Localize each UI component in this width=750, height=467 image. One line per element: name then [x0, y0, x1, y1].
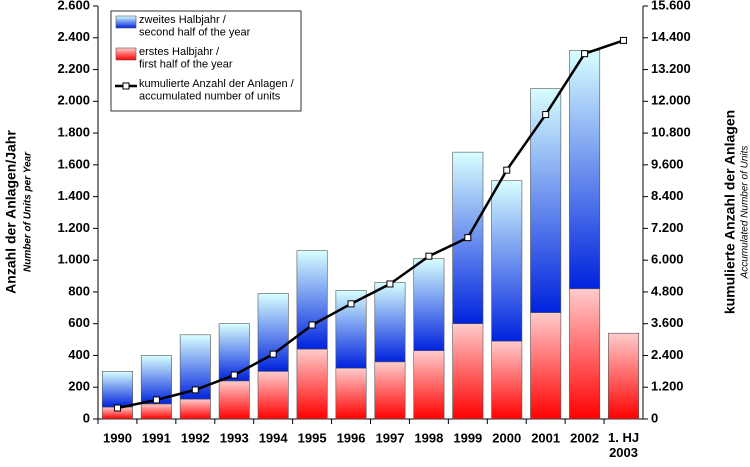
bar — [569, 50, 601, 290]
line-marker — [152, 396, 160, 404]
x-tick-label: 1996 — [337, 430, 366, 445]
y-tick-label: 1.800 — [57, 125, 90, 140]
y-tick-label: 0 — [83, 410, 90, 425]
y2-tick-label: 6.000 — [651, 252, 684, 267]
bar — [413, 258, 445, 351]
x-tick-label: 1. HJ 2003 — [608, 430, 639, 460]
bar — [335, 367, 367, 420]
y2-tick-label: 9.600 — [651, 156, 684, 171]
x-tick-label: 1998 — [414, 430, 443, 445]
y2-tick-label: 1.200 — [651, 379, 684, 394]
y2-tick-label: 2.400 — [651, 347, 684, 362]
x-tick-label: 1999 — [453, 430, 482, 445]
y-axis-subtitle: Number of Units per Year — [23, 151, 34, 272]
x-tick-label: 2000 — [492, 430, 521, 445]
bar — [452, 323, 484, 420]
x-tick-label: 1992 — [181, 430, 210, 445]
x-tick-label: 1997 — [376, 430, 405, 445]
line-marker — [191, 386, 199, 394]
legend-swatch — [115, 15, 137, 29]
y2-tick-label: 15.600 — [651, 0, 691, 12]
y-tick-label: 600 — [68, 315, 90, 330]
legend-label: kumulierte Anzahl der Anlagen / accumulat… — [139, 78, 295, 103]
y-tick-label: 1.600 — [57, 156, 90, 171]
line-marker — [425, 252, 433, 260]
y-tick-label: 400 — [68, 347, 90, 362]
bar — [608, 332, 640, 420]
bar — [101, 371, 133, 408]
bar — [530, 88, 562, 313]
y2-tick-label: 7.200 — [651, 220, 684, 235]
legend-box — [110, 10, 302, 112]
y2-tick-label: 0 — [651, 410, 658, 425]
y2-tick-label: 12.000 — [651, 93, 691, 108]
x-tick-label: 1995 — [298, 430, 327, 445]
bar — [257, 371, 289, 420]
y-tick-label: 2.200 — [57, 61, 90, 76]
bar — [569, 288, 601, 420]
bar — [218, 323, 250, 382]
line-marker — [503, 166, 511, 174]
line-marker — [113, 404, 121, 412]
bar — [374, 361, 406, 420]
bar — [530, 312, 562, 420]
line-marker — [269, 350, 277, 358]
line-marker — [581, 50, 589, 58]
y-tick-label: 2.400 — [57, 29, 90, 44]
x-tick-label: 1994 — [259, 430, 289, 445]
y2-axis-title: kumulierte Anzahl der Anlagen — [722, 110, 738, 314]
line-marker — [347, 300, 355, 308]
y-tick-label: 1.200 — [57, 220, 90, 235]
y-axis-title: Anzahl der Anlagen/Jahr — [3, 130, 19, 294]
bar — [179, 398, 211, 420]
x-tick-label: 2001 — [531, 430, 560, 445]
y2-axis-subtitle: Accumulated Number of Units — [740, 146, 750, 280]
y-tick-label: 200 — [68, 379, 90, 394]
legend-marker — [122, 82, 130, 90]
y-tick-label: 1.400 — [57, 188, 90, 203]
y2-tick-label: 4.800 — [651, 283, 684, 298]
legend-label: zweites Halbjahr / second half of the yea… — [139, 14, 251, 39]
y2-tick-label: 10.800 — [651, 125, 691, 140]
bar — [296, 348, 328, 420]
bar — [374, 282, 406, 363]
bar — [491, 180, 523, 342]
line-marker — [620, 36, 628, 44]
x-tick-label: 1990 — [103, 430, 132, 445]
x-tick-label: 2002 — [570, 430, 599, 445]
bar — [140, 355, 172, 405]
y-tick-label: 2.600 — [57, 0, 90, 12]
y2-tick-label: 3.600 — [651, 315, 684, 330]
line — [117, 39, 624, 410]
legend-swatch — [115, 47, 137, 61]
bar — [413, 350, 445, 420]
y2-tick-label: 8.400 — [651, 188, 684, 203]
y2-tick-label: 13.200 — [651, 61, 691, 76]
line-marker — [386, 280, 394, 288]
line-marker — [542, 111, 550, 119]
x-tick-label: 1993 — [220, 430, 249, 445]
y-tick-label: 2.000 — [57, 93, 90, 108]
line-marker — [230, 371, 238, 379]
legend-label: erstes Halbjahr / first half of the year — [139, 46, 233, 71]
y-tick-label: 800 — [68, 283, 90, 298]
bar — [218, 380, 250, 420]
y2-tick-label: 14.400 — [651, 29, 691, 44]
y-tick-label: 1.000 — [57, 252, 90, 267]
x-tick-label: 1991 — [142, 430, 171, 445]
line-marker — [308, 321, 316, 329]
line-marker — [464, 234, 472, 242]
bar — [491, 340, 523, 420]
bar — [140, 403, 172, 420]
